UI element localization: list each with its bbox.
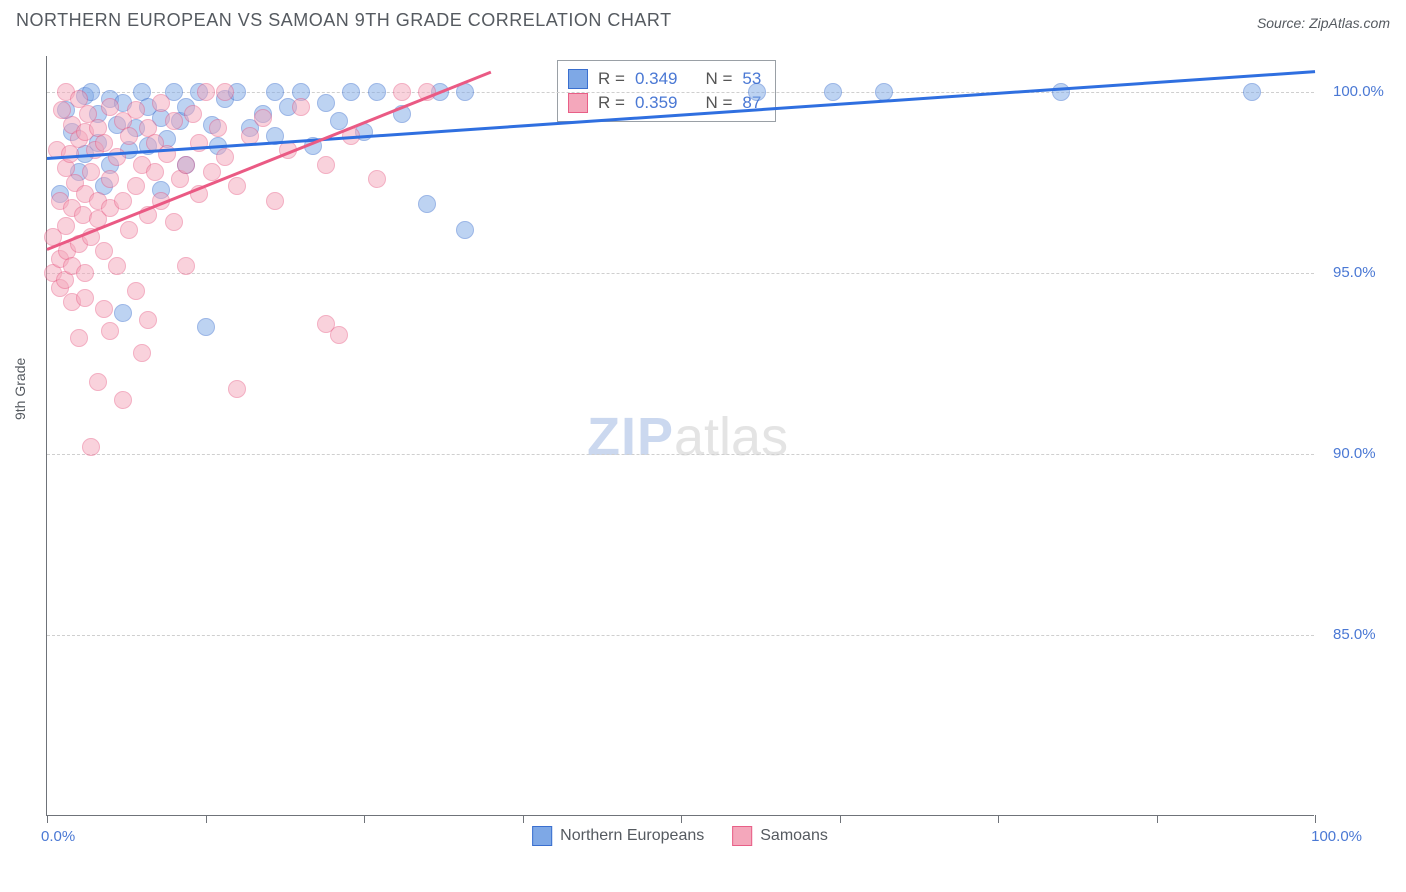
legend-label-2: Samoans (760, 827, 828, 845)
data-point (133, 344, 151, 362)
data-point (330, 326, 348, 344)
x-tick (1315, 815, 1316, 823)
data-point (101, 322, 119, 340)
chart-title: NORTHERN EUROPEAN VS SAMOAN 9TH GRADE CO… (16, 10, 672, 31)
legend-swatch-2 (732, 826, 752, 846)
stats-row-1: R = 0.349 N = 53 (568, 67, 761, 91)
data-point (1243, 83, 1261, 101)
data-point (456, 221, 474, 239)
data-point (101, 170, 119, 188)
x-max-label: 100.0% (1311, 828, 1362, 845)
data-point (165, 213, 183, 231)
data-point (393, 83, 411, 101)
data-point (108, 257, 126, 275)
plot-wrap: ZIPatlas R = 0.349 N = 53 R = 0.359 N = … (46, 56, 1314, 816)
swatch-series-2 (568, 93, 588, 113)
legend-item-2: Samoans (732, 826, 828, 846)
gridline (47, 454, 1314, 455)
swatch-series-1 (568, 69, 588, 89)
data-point (89, 373, 107, 391)
data-point (216, 83, 234, 101)
data-point (228, 177, 246, 195)
data-point (152, 94, 170, 112)
data-point (82, 438, 100, 456)
data-point (368, 170, 386, 188)
data-point (184, 105, 202, 123)
x-tick (998, 815, 999, 823)
x-tick (364, 815, 365, 823)
r-value-2: 0.359 (635, 93, 678, 113)
source-attribution: Source: ZipAtlas.com (1257, 15, 1390, 31)
x-tick (206, 815, 207, 823)
x-min-label: 0.0% (41, 828, 75, 845)
x-tick (47, 815, 48, 823)
data-point (209, 119, 227, 137)
data-point (197, 83, 215, 101)
legend-label-1: Northern Europeans (560, 827, 704, 845)
data-point (292, 98, 310, 116)
y-tick-label: 90.0% (1333, 445, 1376, 462)
data-point (317, 156, 335, 174)
data-point (824, 83, 842, 101)
data-point (127, 101, 145, 119)
legend-swatch-1 (532, 826, 552, 846)
r-label: R = (598, 93, 625, 113)
data-point (57, 217, 75, 235)
data-point (254, 109, 272, 127)
data-point (95, 300, 113, 318)
y-tick-label: 95.0% (1333, 264, 1376, 281)
n-label: N = (705, 69, 732, 89)
data-point (342, 83, 360, 101)
data-point (216, 148, 234, 166)
gridline (47, 635, 1314, 636)
data-point (120, 127, 138, 145)
data-point (748, 83, 766, 101)
data-point (266, 192, 284, 210)
legend-item-1: Northern Europeans (532, 826, 704, 846)
watermark: ZIPatlas (587, 406, 788, 468)
x-tick (681, 815, 682, 823)
gridline (47, 273, 1314, 274)
data-point (76, 289, 94, 307)
x-tick (840, 815, 841, 823)
data-point (368, 83, 386, 101)
x-tick (1157, 815, 1158, 823)
data-point (228, 380, 246, 398)
y-tick-label: 85.0% (1333, 626, 1376, 643)
data-point (197, 318, 215, 336)
data-point (1052, 83, 1070, 101)
data-point (177, 257, 195, 275)
stats-box: R = 0.349 N = 53 R = 0.359 N = 87 (557, 60, 776, 122)
y-tick-label: 100.0% (1333, 83, 1384, 100)
data-point (146, 163, 164, 181)
x-tick (523, 815, 524, 823)
r-label: R = (598, 69, 625, 89)
data-point (114, 304, 132, 322)
y-axis-label: 9th Grade (12, 358, 28, 420)
data-point (127, 177, 145, 195)
data-point (70, 329, 88, 347)
bottom-legend: Northern Europeans Samoans (532, 826, 828, 846)
data-point (114, 192, 132, 210)
watermark-atlas: atlas (674, 407, 788, 467)
data-point (203, 163, 221, 181)
data-point (120, 221, 138, 239)
data-point (165, 112, 183, 130)
data-point (82, 163, 100, 181)
data-point (114, 391, 132, 409)
data-point (418, 195, 436, 213)
data-point (127, 282, 145, 300)
chart-header: NORTHERN EUROPEAN VS SAMOAN 9TH GRADE CO… (0, 0, 1406, 37)
data-point (177, 156, 195, 174)
watermark-zip: ZIP (587, 407, 674, 467)
data-point (317, 94, 335, 112)
data-point (76, 264, 94, 282)
plot-area: ZIPatlas R = 0.349 N = 53 R = 0.359 N = … (46, 56, 1314, 816)
data-point (139, 311, 157, 329)
r-value-1: 0.349 (635, 69, 678, 89)
